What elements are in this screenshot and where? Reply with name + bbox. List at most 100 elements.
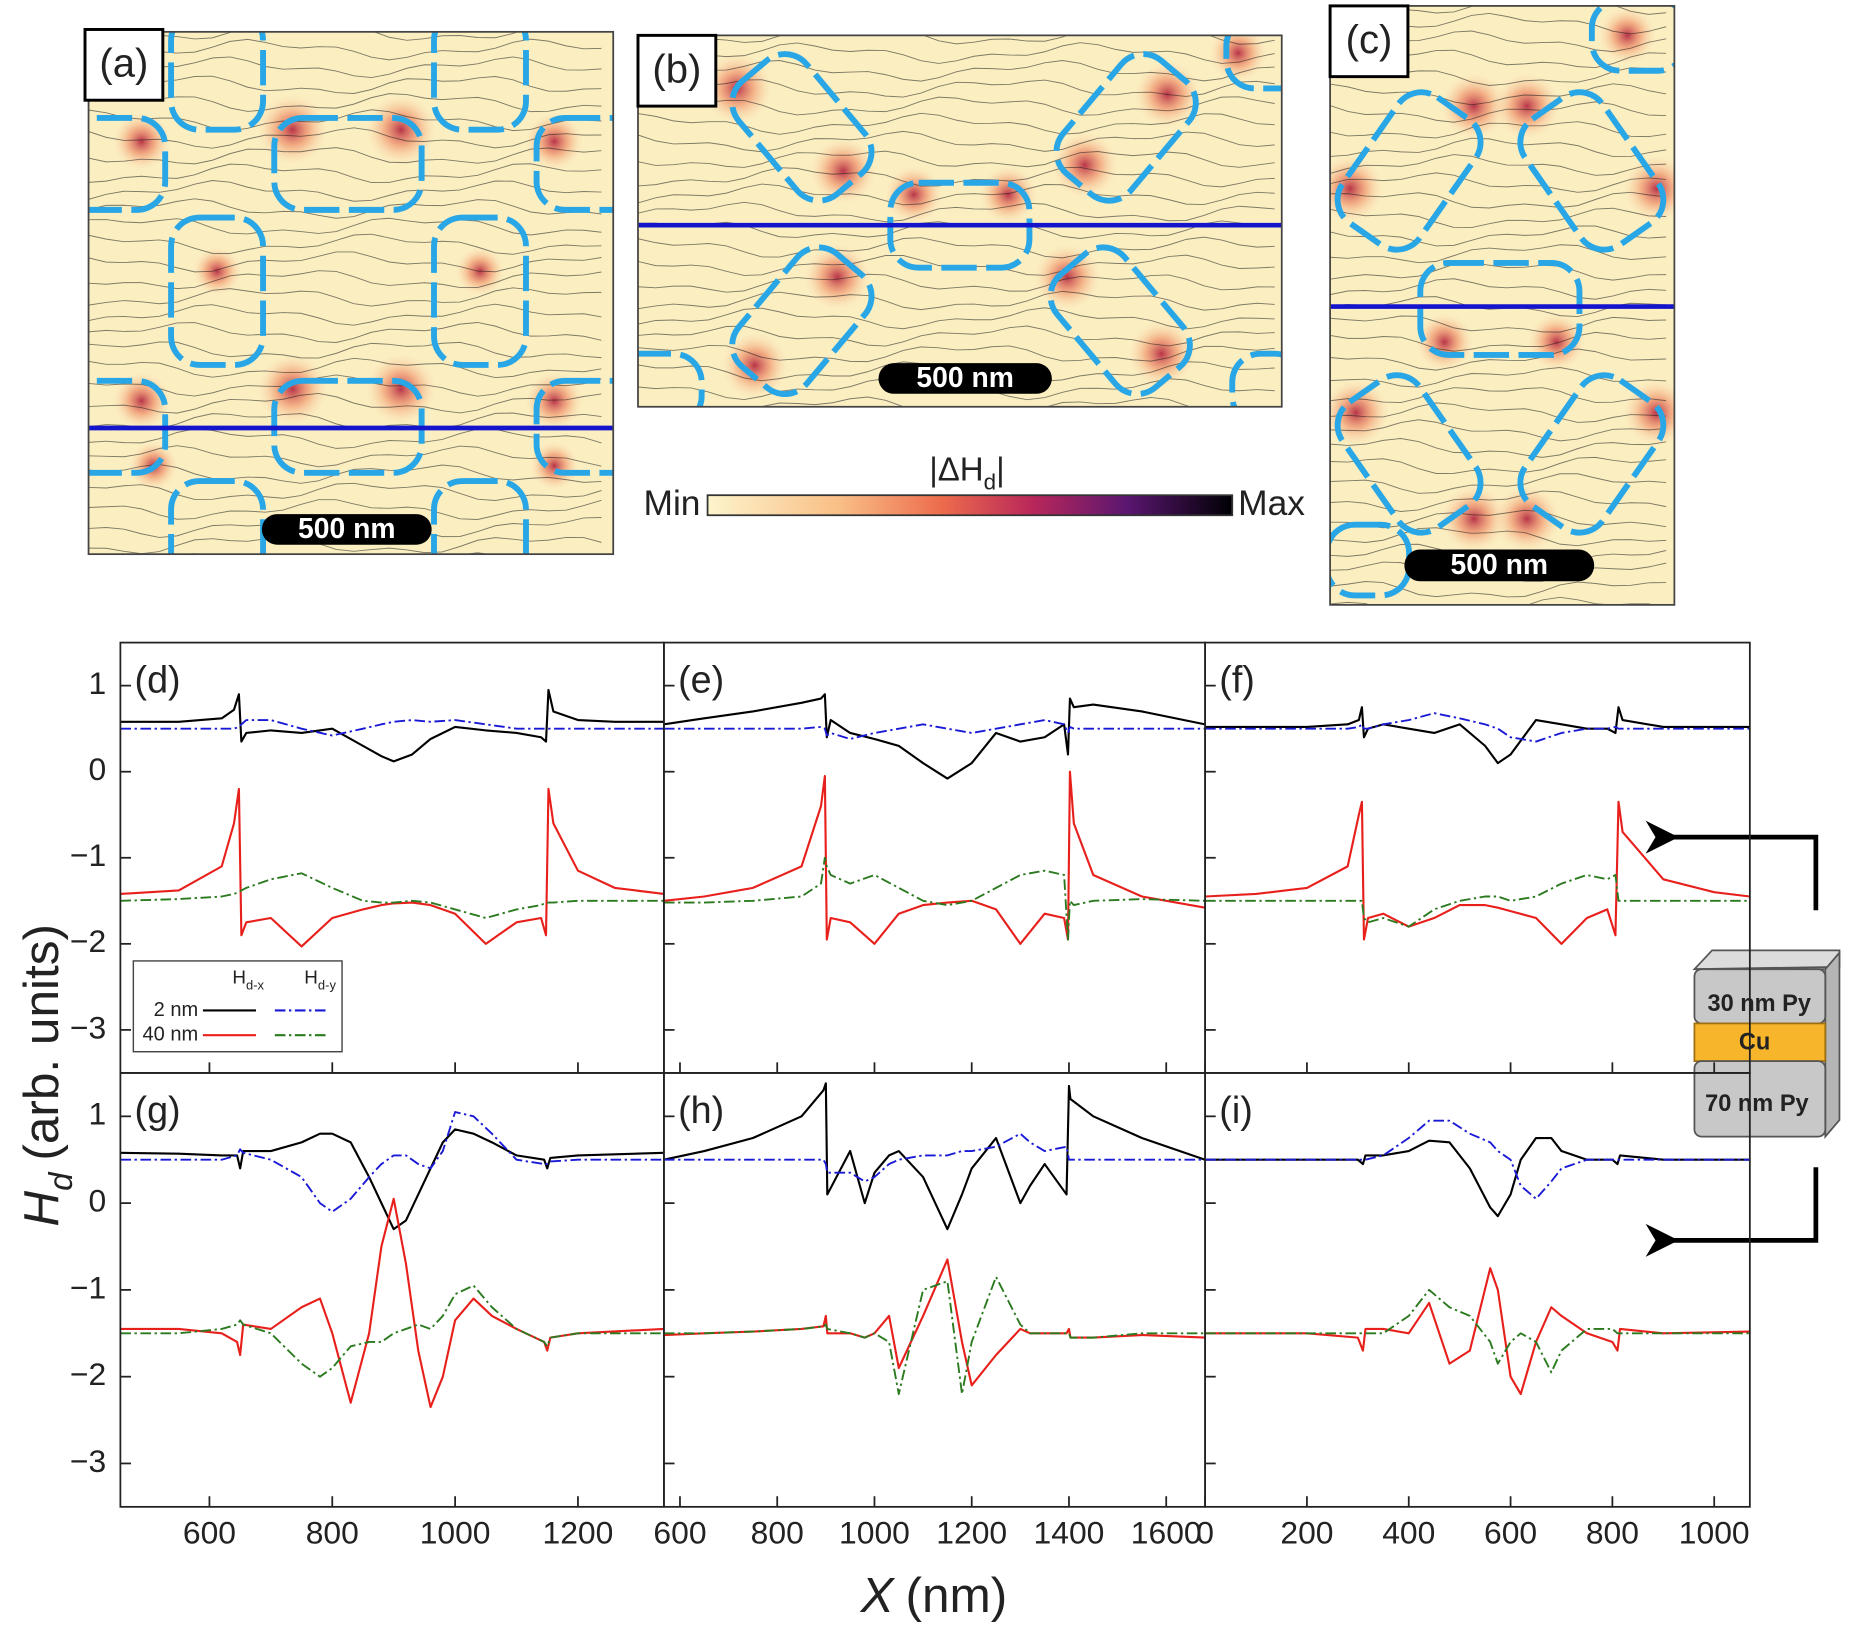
x-tick-label: 1400 [1034, 1515, 1105, 1551]
legend-subscript: d-x [246, 978, 265, 993]
x-tick-label: 1000 [1679, 1515, 1750, 1551]
streamline [88, 321, 602, 343]
map-frame [637, 34, 1283, 408]
y-tick-label: −2 [70, 923, 106, 959]
element-outline [168, 214, 266, 368]
field-hotspot [363, 351, 439, 427]
y-tick-label: 1 [89, 1096, 107, 1132]
streamline [1330, 473, 1667, 494]
streamline [1330, 402, 1667, 423]
streamline [637, 236, 1275, 259]
streamline [88, 147, 602, 165]
map-frame [1329, 5, 1676, 606]
panel-label: (a) [99, 42, 148, 86]
series-line [1205, 706, 1750, 765]
streamline [88, 463, 602, 484]
panel-label: (g) [135, 1089, 181, 1131]
series-line [1205, 1288, 1750, 1374]
streamline [88, 445, 602, 468]
streamline [1330, 367, 1667, 388]
panel-label: (b) [652, 48, 701, 92]
plot-area [663, 1082, 1206, 1395]
arrow-down [1645, 1167, 1819, 1257]
layer-label: Cu [1739, 1029, 1770, 1055]
series-line [1205, 1267, 1750, 1396]
x-tick-label: 200 [1280, 1515, 1333, 1551]
x-tick-label: 0 [1196, 1515, 1214, 1551]
element-outline [88, 114, 169, 213]
y-axis-label: Hd (arb. units) [14, 924, 79, 1227]
layer-stack-inset: 30 nm Py Cu 70 nm Py [1645, 820, 1841, 1257]
element-outline [1229, 350, 1282, 407]
plot-frame [663, 641, 1207, 1074]
scale-bar [878, 363, 1052, 394]
streamline [176, 552, 491, 555]
element-outline [533, 377, 614, 476]
streamline [1330, 262, 1667, 281]
streamline [1330, 278, 1667, 300]
colorbar-gradient [706, 494, 1234, 517]
colorbar-title-end: | [996, 450, 1005, 487]
x-tick-label: 1600 [1131, 1515, 1202, 1551]
series-line [120, 719, 664, 737]
streamline [637, 325, 1275, 347]
series-line [1205, 712, 1750, 743]
scale-bar-label: 500 nm [298, 512, 395, 544]
streamline [88, 163, 602, 183]
x-axis-label: X (nm) [860, 1568, 1008, 1623]
streamline [88, 392, 602, 414]
field-hotspot [1438, 70, 1510, 142]
y-tick-label: −1 [70, 837, 106, 873]
streamline [88, 198, 602, 219]
streamline [1330, 581, 1667, 598]
x-tick-label: 800 [306, 1515, 359, 1551]
x-tick-label: 800 [1586, 1515, 1639, 1551]
panel-label: (h) [678, 1089, 724, 1131]
streamline [637, 42, 1275, 64]
x-tick-label: 1000 [839, 1515, 910, 1551]
series-line [663, 1132, 1206, 1183]
streamline [637, 344, 1275, 363]
plot-area [1205, 1119, 1750, 1396]
series-line [663, 1275, 1206, 1395]
series-line [663, 1258, 1206, 1387]
x-tick-label: 800 [751, 1515, 804, 1551]
streamline [637, 150, 1275, 168]
field-hotspot [1031, 241, 1103, 313]
series-line [663, 1082, 1206, 1231]
streamline [1330, 527, 1667, 547]
colorbar-min: Min [643, 484, 700, 523]
field-hotspot [1330, 153, 1386, 225]
series-line [1205, 1136, 1750, 1218]
layer-label: 30 nm Py [1708, 990, 1812, 1016]
element-outline [271, 114, 425, 213]
streamline [88, 374, 602, 397]
legend-row-label: 2 nm [154, 999, 199, 1021]
element-outline [1517, 372, 1667, 536]
x-tick-label: 1200 [936, 1515, 1007, 1551]
streamline [1330, 315, 1667, 333]
y-tick-label: 0 [89, 751, 107, 787]
y-axis-symbol: H [14, 1191, 69, 1227]
scale-bar-label: 500 nm [1451, 548, 1548, 580]
scale-bar [261, 514, 432, 545]
series-line [663, 770, 1206, 945]
legend-column-header: Hd-x [232, 967, 264, 993]
series-line [120, 1197, 664, 1409]
x-tick-label: 600 [183, 1515, 236, 1551]
field-hotspot [1438, 483, 1510, 555]
colorbar-title: |ΔHd| [929, 450, 1004, 495]
field-hotspot [528, 439, 581, 492]
element-outline [1053, 51, 1199, 204]
colorbar-title-sub: d [984, 470, 996, 495]
streamline [1330, 154, 1667, 176]
field-hotspot [254, 351, 331, 427]
plot-area [120, 1111, 664, 1409]
streamline [88, 428, 602, 449]
colorbar-title-main: |ΔH [929, 450, 983, 487]
series-line [120, 1111, 664, 1213]
streamline [1330, 438, 1667, 458]
